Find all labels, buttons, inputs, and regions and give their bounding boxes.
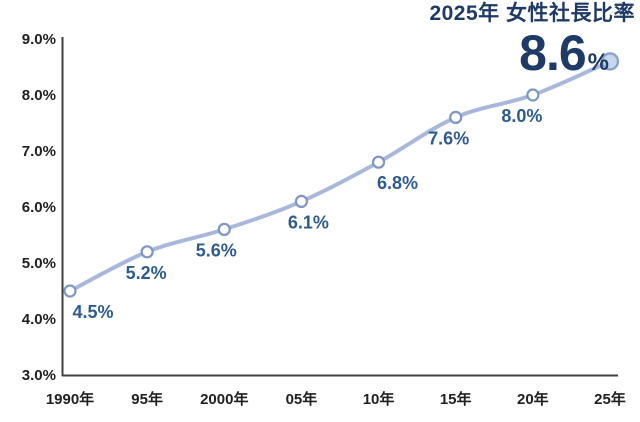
y-tick-label: 7.0% xyxy=(22,143,56,160)
x-tick-label: 2000年 xyxy=(200,390,248,408)
data-point-label: 8.0% xyxy=(501,106,542,126)
x-tick-label: 05年 xyxy=(286,390,318,408)
data-point-label: 5.2% xyxy=(126,263,167,283)
y-axis-tick-labels: 9.0% 8.0% 7.0% 6.0% 5.0% 4.0% 3.0% xyxy=(22,31,56,384)
y-tick-label: 9.0% xyxy=(22,31,56,48)
x-tick-label: 20年 xyxy=(517,390,549,408)
highlight-value: 8.6 xyxy=(519,25,587,82)
chart-title: 2025年 女性社長比率 xyxy=(429,2,635,25)
highlight-unit: % xyxy=(587,49,609,77)
chart-header: 2025年 女性社長比率 8.6% xyxy=(429,2,635,81)
data-point-marker xyxy=(526,88,540,102)
data-point-label: 4.5% xyxy=(72,302,113,322)
y-tick-label: 8.0% xyxy=(22,87,56,104)
y-tick-label: 4.0% xyxy=(22,311,56,328)
data-point-label: 6.1% xyxy=(288,212,329,232)
data-point-label: 7.6% xyxy=(428,128,469,148)
data-point-labels: 4.5% 5.2% 5.6% 6.1% 6.8% 7.6% 8.0% xyxy=(72,106,542,322)
series-line xyxy=(68,59,612,293)
data-point-label: 5.6% xyxy=(196,240,237,260)
data-series xyxy=(68,59,612,293)
data-point-marker xyxy=(371,155,386,169)
x-tick-label: 95年 xyxy=(131,390,163,408)
data-point-marker xyxy=(294,194,309,208)
x-tick-label: 15年 xyxy=(440,390,472,408)
y-tick-label: 6.0% xyxy=(22,199,56,216)
y-tick-label: 5.0% xyxy=(22,255,56,272)
data-point-marker xyxy=(217,222,231,236)
x-tick-label: 1990年 xyxy=(46,390,94,408)
data-point-marker xyxy=(140,245,154,259)
highlight-value-row: 8.6% xyxy=(429,26,609,81)
data-point-marker xyxy=(63,284,77,298)
data-point-label: 6.8% xyxy=(377,173,418,193)
end-point-marker xyxy=(600,52,620,71)
x-tick-label: 25年 xyxy=(594,390,626,408)
y-tick-label: 3.0% xyxy=(22,367,56,384)
x-axis-tick-labels: 1990年 95年 2000年 05年 10年 15年 20年 25年 xyxy=(46,390,626,408)
x-tick-label: 10年 xyxy=(363,390,395,408)
data-point-markers xyxy=(63,52,620,298)
data-point-marker xyxy=(449,110,463,125)
